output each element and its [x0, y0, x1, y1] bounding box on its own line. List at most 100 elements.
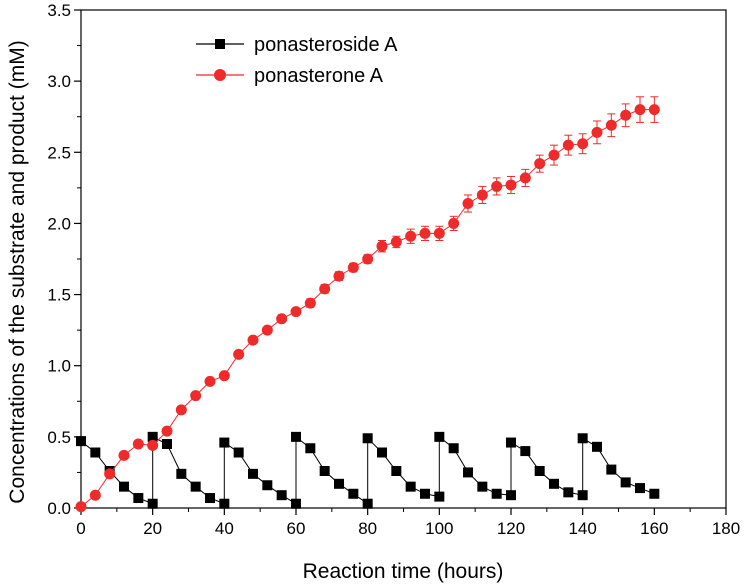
data-point-square — [205, 493, 215, 504]
data-point-square — [319, 466, 330, 477]
data-point-circle — [577, 138, 589, 150]
data-point-circle — [591, 126, 603, 138]
y-tick-label: 2.5 — [47, 143, 71, 162]
data-point-circle — [519, 172, 531, 184]
x-tick-label: 160 — [640, 519, 668, 538]
data-point-circle — [190, 390, 202, 402]
y-tick-label: 3.5 — [47, 1, 71, 20]
data-point-square — [606, 464, 617, 475]
data-point-square — [434, 431, 445, 442]
data-point-square — [620, 477, 631, 488]
data-point-circle — [75, 501, 87, 513]
data-point-square — [262, 480, 273, 491]
x-tick-label: 180 — [712, 519, 740, 538]
x-tick-label: 60 — [287, 519, 306, 538]
y-tick-label: 1.5 — [47, 286, 71, 305]
data-point-square — [76, 436, 86, 447]
data-point-circle — [548, 149, 560, 161]
data-point-square — [520, 446, 531, 457]
data-point-square — [434, 491, 445, 502]
x-axis-title: Reaction time (hours) — [303, 560, 504, 583]
legend-item-ponasterone-a: ponasterone A — [196, 65, 384, 87]
data-point-circle — [89, 489, 101, 501]
y-tick-label: 1.0 — [47, 357, 71, 376]
y-tick-label: 0.5 — [47, 428, 71, 447]
data-point-square — [362, 433, 373, 444]
data-point-square — [563, 487, 574, 498]
data-point-square — [119, 481, 129, 492]
data-point-square — [219, 498, 230, 509]
data-point-square — [491, 488, 502, 499]
data-point-square — [534, 466, 545, 477]
data-point-circle — [491, 180, 503, 192]
data-point-square — [248, 468, 258, 479]
data-point-square — [162, 438, 172, 449]
data-point-circle — [319, 283, 331, 295]
data-point-circle — [104, 468, 116, 480]
data-point-square — [420, 488, 430, 499]
legend-item-ponasteroside-a: ponasteroside A — [196, 34, 398, 56]
data-point-square — [649, 488, 660, 499]
series-ponasterone-a — [75, 96, 660, 513]
series-layer — [75, 96, 660, 513]
data-point-square — [147, 498, 158, 509]
data-point-circle — [448, 217, 460, 229]
data-point-square — [334, 478, 344, 489]
data-point-circle — [175, 404, 187, 416]
x-axis-ticks: 0 20 40 60 80 100 120 140 160 180 — [76, 508, 740, 538]
data-point-square — [276, 490, 287, 501]
data-point-circle — [333, 270, 345, 282]
data-point-circle — [476, 189, 488, 201]
data-point-square — [90, 447, 101, 458]
data-point-square — [233, 447, 244, 458]
data-point-circle — [562, 139, 574, 151]
data-point-circle — [462, 198, 474, 210]
legend-label: ponasterone A — [254, 65, 384, 87]
legend-label: ponasteroside A — [254, 34, 398, 56]
series-ponasteroside-a — [76, 431, 660, 509]
data-point-circle — [132, 438, 144, 450]
legend: ponasteroside A ponasterone A — [196, 34, 398, 87]
data-point-circle — [362, 253, 374, 265]
x-tick-label: 80 — [358, 519, 377, 538]
data-point-square — [348, 488, 359, 499]
data-point-square — [477, 481, 488, 492]
y-axis-title: Concentrations of the substrate and prod… — [6, 40, 29, 503]
data-point-circle — [620, 109, 632, 121]
x-tick-label: 40 — [215, 519, 234, 538]
data-point-square — [405, 481, 416, 492]
data-point-square — [219, 437, 230, 448]
data-point-circle — [290, 306, 302, 318]
legend-marker-square — [215, 39, 225, 49]
data-point-circle — [433, 227, 445, 239]
data-point-square — [391, 466, 402, 477]
data-point-square — [133, 493, 144, 504]
data-point-square — [291, 498, 301, 509]
data-point-circle — [218, 370, 230, 382]
data-point-circle — [118, 449, 130, 461]
data-point-square — [448, 443, 459, 454]
data-point-square — [190, 481, 201, 492]
data-point-circle — [390, 236, 402, 248]
data-point-square — [377, 447, 387, 458]
data-point-square — [291, 431, 301, 442]
data-point-square — [592, 441, 602, 452]
data-point-square — [577, 433, 588, 444]
data-point-circle — [276, 313, 288, 325]
data-point-square — [305, 443, 316, 454]
data-point-circle — [347, 262, 359, 274]
data-point-circle — [161, 425, 173, 437]
y-tick-label: 3.0 — [47, 72, 71, 91]
data-point-square — [635, 483, 645, 494]
y-axis-ticks: 0.0 0.5 1.0 1.5 2.0 2.5 3.0 3.5 — [47, 1, 81, 518]
data-point-circle — [634, 104, 646, 116]
data-point-circle — [247, 334, 259, 346]
y-tick-label: 0.0 — [47, 499, 71, 518]
data-point-square — [506, 437, 516, 448]
data-point-circle — [534, 158, 546, 170]
data-point-circle — [419, 227, 431, 239]
x-tick-label: 100 — [425, 519, 453, 538]
data-point-circle — [405, 230, 417, 242]
data-point-square — [463, 467, 473, 478]
